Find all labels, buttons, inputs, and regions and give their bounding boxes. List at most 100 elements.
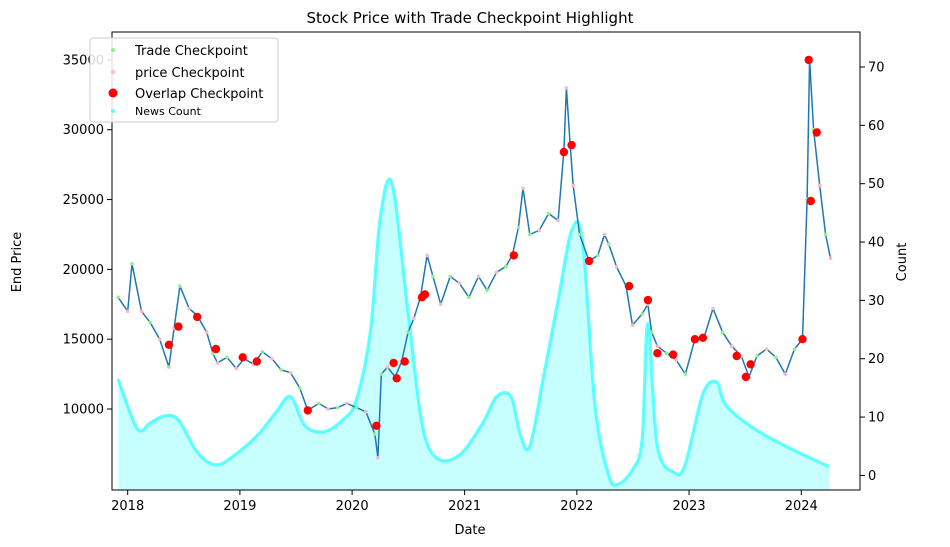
overlap-checkpoint-marker [653,349,662,358]
price-checkpoint-marker [187,306,191,311]
y2-tick-label: 60 [868,119,885,134]
y-axis-label: End Price [10,232,25,293]
x-tick-label: 2024 [785,499,818,514]
trade-checkpoint-marker [279,368,283,372]
price-checkpoint-marker [215,361,220,365]
trade-checkpoint-marker [596,253,600,258]
overlap-checkpoint-marker [174,322,183,331]
trade-checkpoint-marker [317,401,321,406]
y-tick-label: 30000 [63,123,104,138]
overlap-checkpoint-marker [303,406,312,415]
price-checkpoint-marker [476,274,481,279]
overlap-checkpoint-marker [746,360,755,369]
price-checkpoint-marker [425,253,429,258]
news-count-fill [118,179,830,490]
price-checkpoint-marker [139,309,144,314]
overlap-checkpoint-marker [690,335,700,344]
overlap-checkpoint-marker [812,128,821,137]
trade-checkpoint-marker [225,355,229,360]
trade-checkpoint-marker [379,372,384,376]
news-count-series [116,177,830,487]
price-checkpoint-marker [364,410,368,414]
trade-checkpoint-marker [516,225,521,230]
x-axis-label: Date [454,523,485,538]
y-tick-label: 15000 [63,333,104,348]
overlap-checkpoint-marker [643,295,653,305]
overlap-checkpoint-marker [238,353,247,362]
trade-checkpoint-marker [755,354,759,358]
price-checkpoint-marker [125,309,130,314]
price-checkpoint-marker [345,401,349,406]
y-tick-label: 20000 [63,263,104,278]
y-tick-label: 10000 [63,403,104,418]
x-tick-label: 2019 [223,499,256,514]
overlap-checkpoint-marker [392,374,401,383]
price-checkpoint-marker [270,356,274,361]
price-checkpoint-marker [817,183,822,188]
trade-checkpoint-marker [528,232,532,237]
overlap-checkpoint-marker [252,357,261,366]
trade-checkpoint-marker [298,386,302,390]
legend-box [89,37,279,123]
legend-marker-trade-checkpoint [111,48,115,52]
price-checkpoint-marker [571,183,575,188]
trade-checkpoint-marker [577,232,582,237]
y-tick-label: 25000 [63,193,104,208]
legend: Trade Checkpoint price Checkpoint Overla… [89,37,279,123]
overlap-checkpoint-marker [668,350,678,359]
trade-checkpoint-marker [720,330,725,335]
price-checkpoint-marker [234,366,238,371]
trade-checkpoint-marker [664,351,669,356]
price-checkpoint-marker [655,344,660,349]
overlap-checkpoint-marker [400,357,409,366]
overlap-checkpoint-marker [420,290,430,299]
y2-tick-label: 0 [868,469,876,484]
trade-checkpoint-marker [448,274,453,279]
price-checkpoint-marker [602,232,607,237]
axes: 2018 2019 2020 2021 2022 2023 2024 10000 15000 20… [63,53,885,514]
overlap-checkpoint-marker [798,335,807,344]
y2-tick-label: 70 [868,61,885,76]
price-checkpoint-marker [457,281,462,286]
trade-checkpoint-marker [178,284,182,288]
y2-tick-label: 30 [868,294,885,309]
x-tick-label: 2022 [560,499,593,514]
trade-checkpoint-marker [640,312,644,316]
y2-tick-label: 40 [868,236,885,251]
price-checkpoint-marker [674,358,678,362]
news-count-line [116,177,830,487]
y2-tick-label: 20 [868,352,885,367]
x-tick-label: 2018 [111,499,144,514]
checkpoint-markers [116,55,833,460]
trade-checkpoint-marker [683,372,688,376]
price-checkpoint-marker [537,228,542,233]
overlap-checkpoint-marker [372,421,381,430]
trade-checkpoint-marker [607,242,611,246]
price-line [117,59,832,459]
trade-checkpoint-marker [335,405,340,410]
legend-label-overlap-checkpoint: Overlap Checkpoint [135,87,263,102]
trade-checkpoint-marker [148,320,152,325]
price-series [117,59,832,459]
trade-checkpoint-marker [167,365,171,369]
price-checkpoint-marker [204,330,209,335]
trade-checkpoint-marker [467,295,471,300]
price-checkpoint-marker [730,344,734,349]
y2-tick-label: 50 [868,177,885,192]
price-checkpoint-marker [412,316,416,321]
y2-tick-label: 10 [868,411,885,426]
overlap-checkpoint-marker [804,55,813,65]
overlap-checkpoint-marker [624,281,634,291]
price-checkpoint-marker [157,337,162,342]
trade-checkpoint-marker [649,330,654,335]
price-checkpoint-marker [630,323,635,328]
price-checkpoint-marker [521,186,525,191]
overlap-checkpoint-marker [567,140,576,150]
trade-checkpoint-marker [485,288,489,293]
overlap-checkpoint-marker [193,312,202,322]
legend-label-news-count: News Count [135,105,202,118]
news-count-area [118,179,830,490]
trade-checkpoint-marker [354,405,359,410]
legend-marker-price-checkpoint [111,70,115,74]
